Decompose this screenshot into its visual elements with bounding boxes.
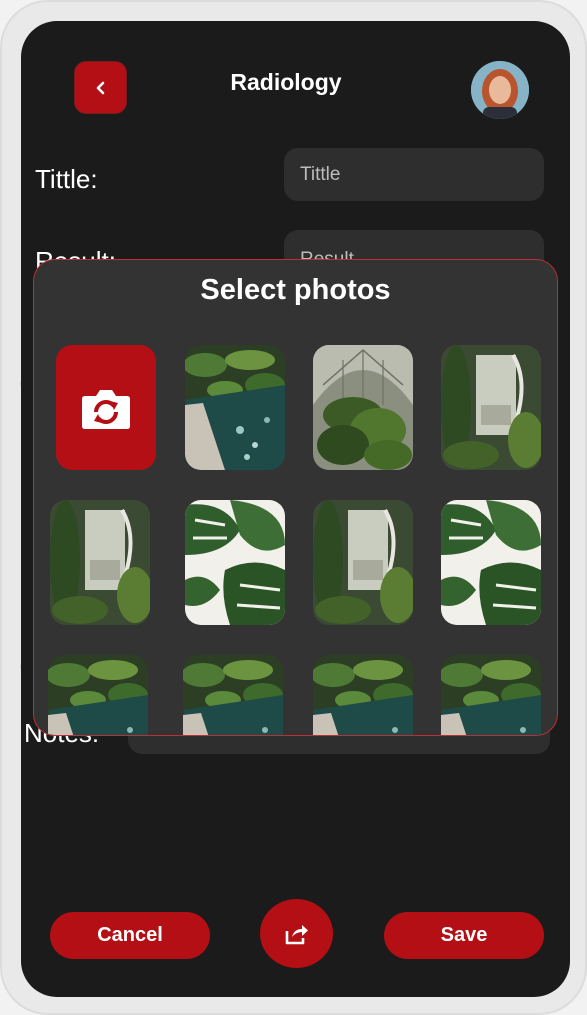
photo-thumbnail[interactable] — [50, 500, 150, 625]
photo-thumbnail[interactable] — [313, 500, 413, 625]
photo-thumbnail[interactable] — [183, 655, 283, 736]
photo-thumbnail[interactable] — [185, 345, 285, 470]
share-icon — [285, 924, 308, 944]
photo-thumbnail[interactable] — [441, 500, 541, 625]
photo-thumbnail[interactable] — [185, 500, 285, 625]
cancel-button[interactable]: Cancel — [50, 912, 210, 959]
user-photo — [471, 61, 529, 119]
page-title: Radiology — [230, 69, 342, 95]
title-input[interactable] — [284, 148, 544, 201]
camera-icon — [82, 389, 130, 429]
chevron-left-icon — [96, 81, 104, 94]
photo-thumbnail[interactable] — [313, 345, 413, 470]
photo-thumbnail[interactable] — [441, 345, 541, 470]
camera-button[interactable] — [56, 345, 156, 470]
select-photos-modal: Select photos — [33, 259, 558, 736]
title-label: Tittle: — [35, 164, 98, 194]
photo-thumbnail[interactable] — [313, 655, 413, 736]
photo-thumbnail[interactable] — [441, 655, 541, 736]
share-button[interactable] — [260, 899, 333, 968]
photo-thumbnail[interactable] — [48, 655, 148, 736]
save-button[interactable]: Save — [384, 912, 544, 959]
modal-title: Select photos — [200, 274, 391, 306]
avatar[interactable] — [471, 61, 529, 119]
back-button[interactable] — [74, 61, 127, 114]
